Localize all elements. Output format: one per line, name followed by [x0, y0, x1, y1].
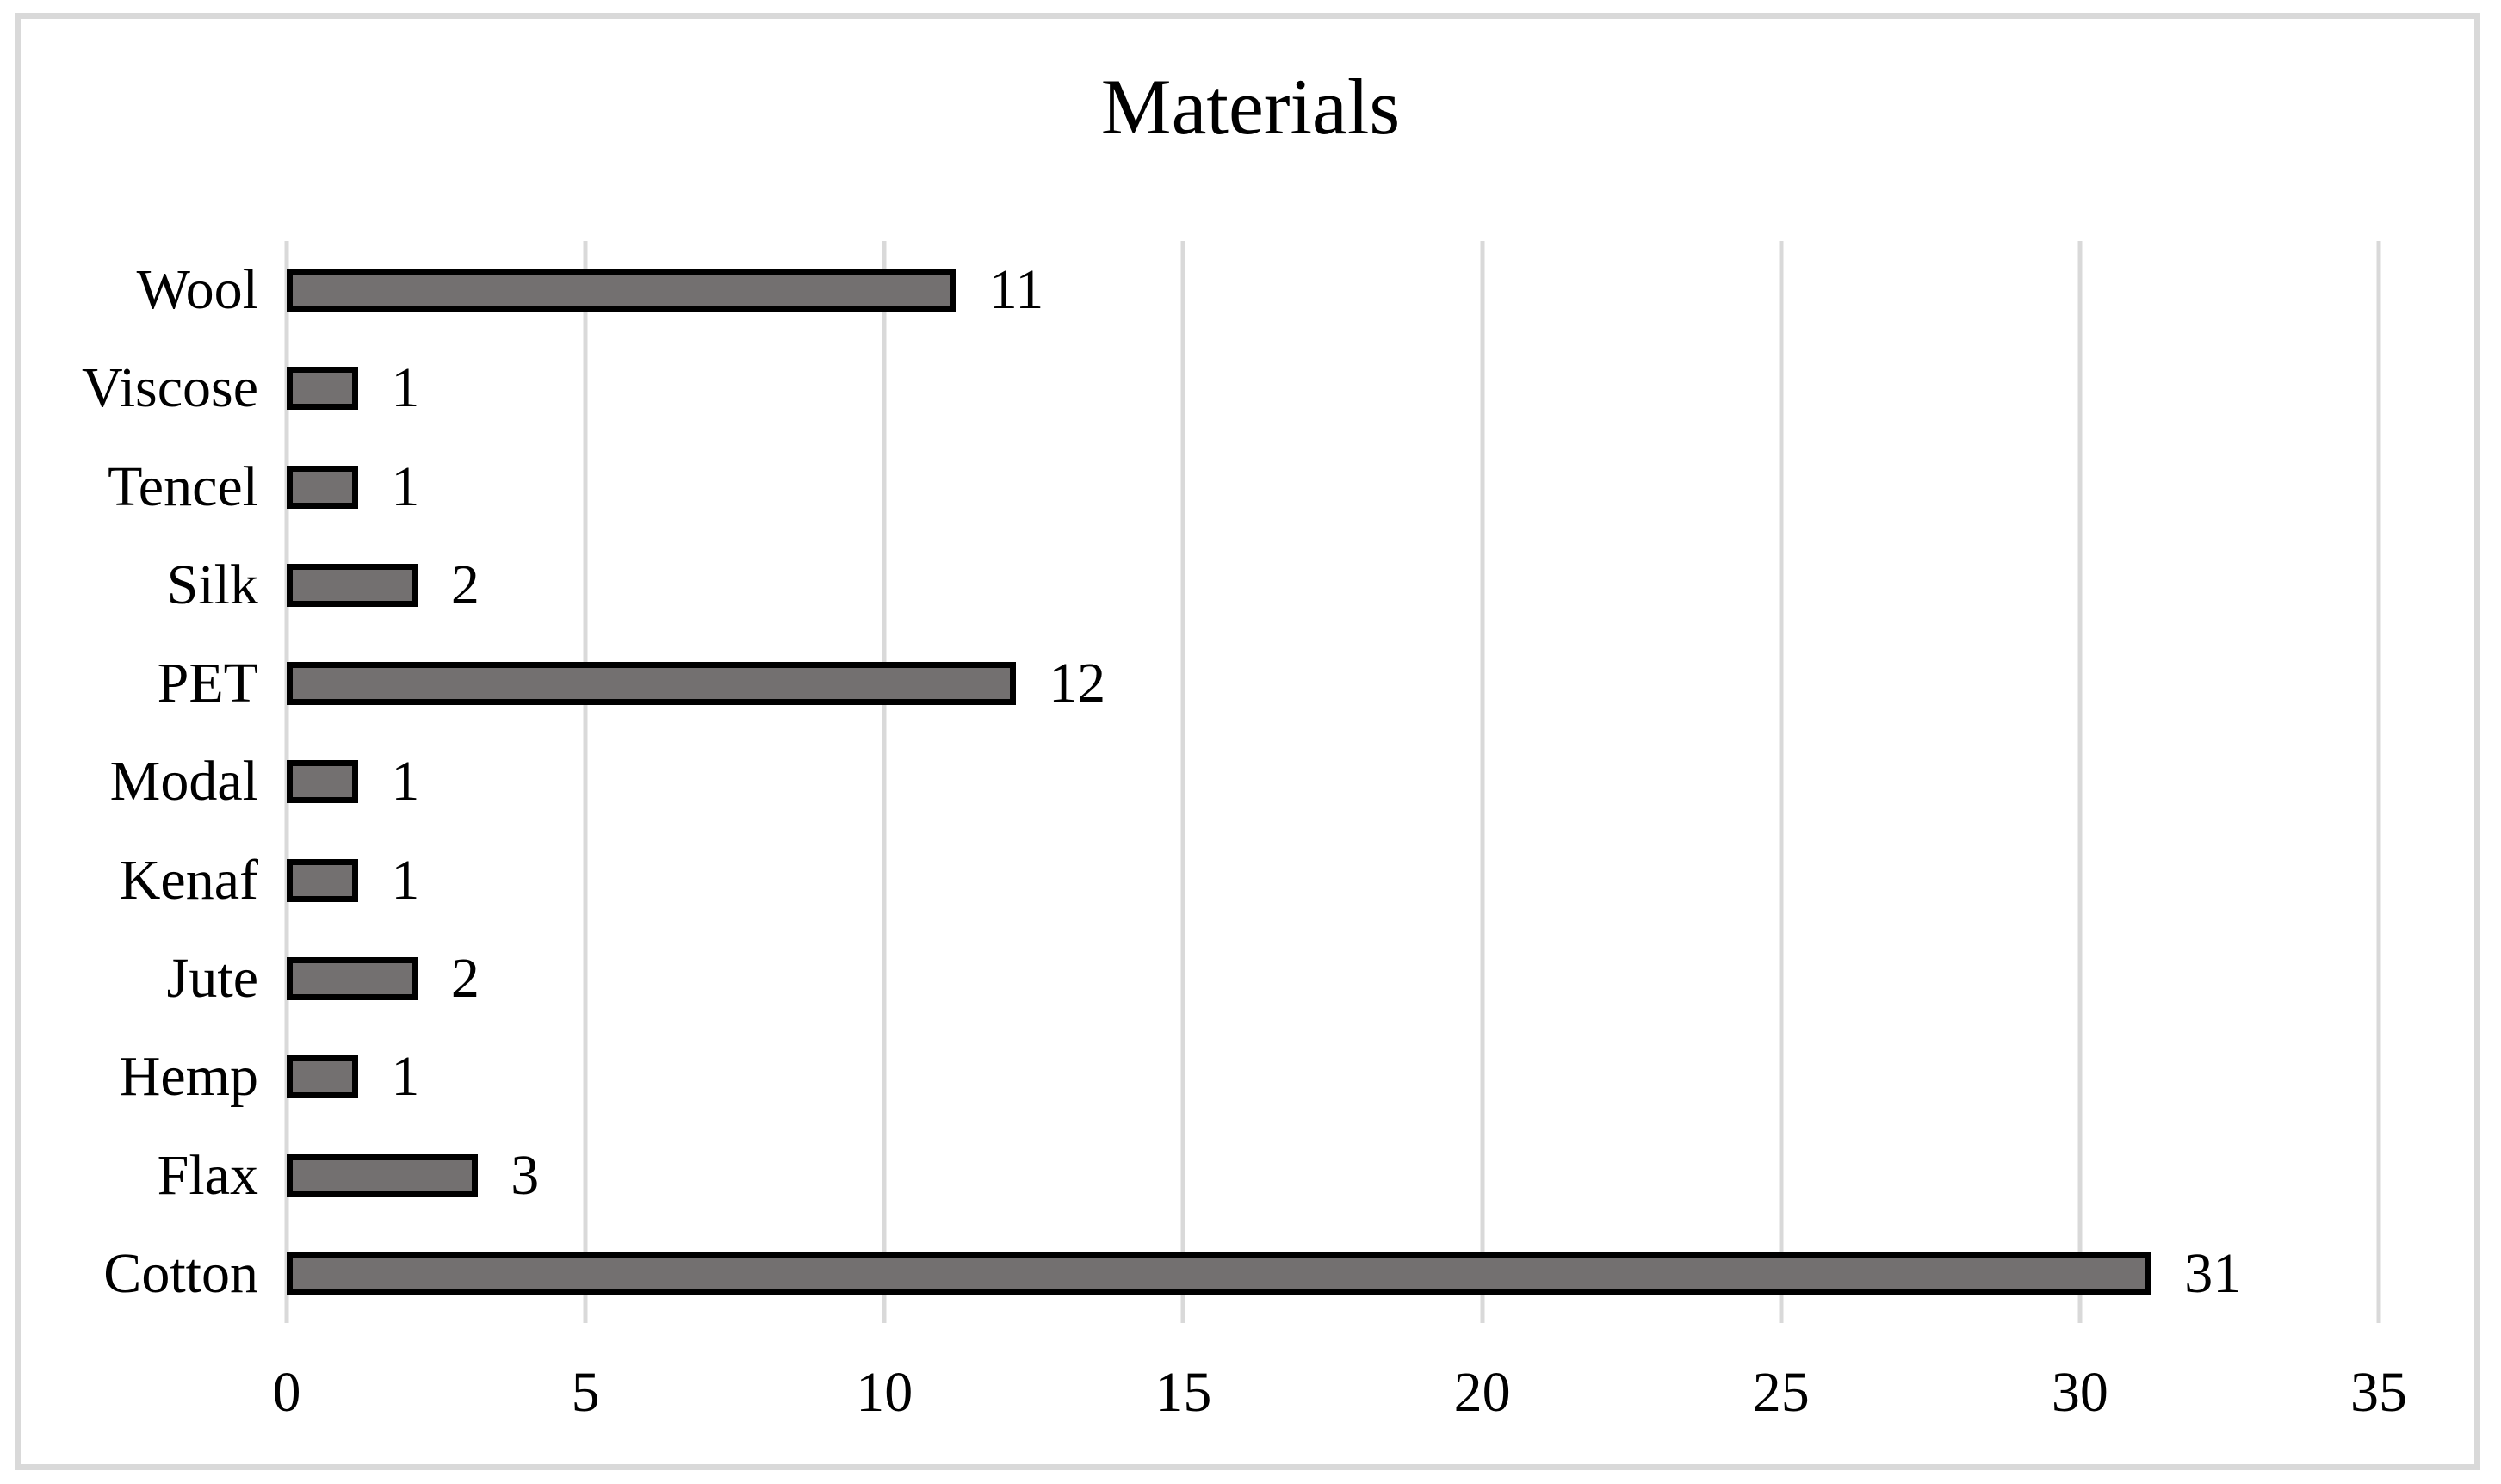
bar-row: 3	[287, 1126, 2379, 1224]
category-label: Viscose	[82, 356, 258, 420]
category-label: Hemp	[119, 1045, 258, 1109]
x-tick-label: 5	[571, 1361, 600, 1424]
x-tick-label: 10	[856, 1361, 913, 1424]
bar-value-label: 1	[391, 1045, 420, 1109]
chart-title: Materials	[1100, 63, 1401, 151]
category-label: Flax	[157, 1143, 258, 1207]
category-label: PET	[157, 652, 258, 715]
plot-area: 11 1 1 2 12 1 1 2 1 3 31	[284, 241, 2381, 1323]
bar-value-label: 2	[450, 553, 480, 616]
x-tick-label: 25	[1752, 1361, 1810, 1424]
category-label: Modal	[109, 750, 258, 813]
bar	[287, 1055, 359, 1099]
bar	[287, 957, 418, 1001]
x-tick-label: 15	[1155, 1361, 1212, 1424]
bar	[287, 367, 359, 411]
bar-value-label: 1	[391, 356, 420, 420]
bar	[287, 1153, 479, 1197]
bar	[287, 662, 1017, 706]
gridline	[1180, 241, 1185, 1323]
bar	[287, 563, 418, 607]
value-axis: 0 5 10 15 20 25 30 35	[273, 1358, 2408, 1427]
bar	[287, 760, 359, 804]
bar-row: 2	[287, 930, 2379, 1028]
bar-value-label: 2	[450, 947, 480, 1011]
x-tick-label: 35	[2350, 1361, 2407, 1424]
bar-value-label: 1	[391, 454, 420, 518]
bar-value-label: 3	[511, 1143, 540, 1207]
gridline	[583, 241, 588, 1323]
bar-row: 11	[287, 241, 2379, 339]
bar-row: 1	[287, 832, 2379, 930]
bar-row: 1	[287, 339, 2379, 437]
bar-row: 1	[287, 733, 2379, 831]
bar-value-label: 31	[2184, 1241, 2242, 1305]
category-label: Wool	[136, 258, 258, 322]
bar-row: 12	[287, 634, 2379, 733]
bar-value-label: 11	[988, 258, 1044, 322]
bar	[287, 858, 359, 902]
category-label: Kenaf	[119, 848, 258, 912]
x-tick-label: 30	[2051, 1361, 2108, 1424]
gridline	[882, 241, 887, 1323]
category-label: Silk	[166, 553, 258, 616]
category-axis: Wool Viscose Tencel Silk PET Modal Kenaf Jute He…	[0, 241, 258, 1323]
bar-value-label: 1	[391, 848, 420, 912]
x-tick-label: 0	[272, 1361, 301, 1424]
chart-border-frame	[15, 13, 2480, 1470]
x-tick-label: 20	[1453, 1361, 1511, 1424]
category-label: Cotton	[103, 1241, 258, 1305]
gridline	[1779, 241, 1784, 1323]
gridline	[1480, 241, 1485, 1323]
bar-row: 1	[287, 1028, 2379, 1126]
bar	[287, 269, 956, 312]
gridline	[2077, 241, 2083, 1323]
category-label: Tencel	[108, 454, 258, 518]
bar-value-label: 12	[1049, 652, 1106, 715]
bar-row: 31	[287, 1225, 2379, 1323]
gridline	[2376, 241, 2381, 1323]
bar-row: 2	[287, 536, 2379, 634]
bar-row: 1	[287, 438, 2379, 536]
category-label: Jute	[166, 947, 258, 1011]
bar	[287, 465, 359, 509]
bar-value-label: 1	[391, 750, 420, 813]
bar	[287, 1252, 2152, 1295]
